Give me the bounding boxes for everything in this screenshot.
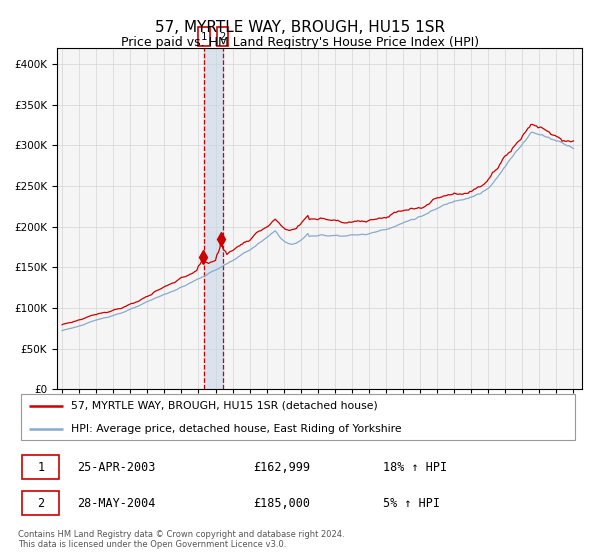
FancyBboxPatch shape [21, 394, 575, 440]
FancyBboxPatch shape [22, 492, 59, 515]
Text: 2: 2 [220, 32, 226, 42]
FancyBboxPatch shape [198, 27, 209, 46]
FancyBboxPatch shape [22, 455, 59, 479]
Text: 5% ↑ HPI: 5% ↑ HPI [383, 497, 440, 510]
Text: 1: 1 [37, 461, 44, 474]
Text: 2: 2 [37, 497, 44, 510]
Text: £185,000: £185,000 [254, 497, 311, 510]
Text: Price paid vs. HM Land Registry's House Price Index (HPI): Price paid vs. HM Land Registry's House … [121, 36, 479, 49]
Text: HPI: Average price, detached house, East Riding of Yorkshire: HPI: Average price, detached house, East… [71, 424, 402, 434]
Text: 18% ↑ HPI: 18% ↑ HPI [383, 461, 447, 474]
Text: Contains HM Land Registry data © Crown copyright and database right 2024.
This d: Contains HM Land Registry data © Crown c… [18, 530, 344, 549]
Text: 25-APR-2003: 25-APR-2003 [77, 461, 155, 474]
Text: 1: 1 [200, 32, 207, 42]
Text: 57, MYRTLE WAY, BROUGH, HU15 1SR: 57, MYRTLE WAY, BROUGH, HU15 1SR [155, 20, 445, 35]
Text: 57, MYRTLE WAY, BROUGH, HU15 1SR (detached house): 57, MYRTLE WAY, BROUGH, HU15 1SR (detach… [71, 400, 378, 410]
Text: £162,999: £162,999 [254, 461, 311, 474]
Bar [204, 48, 223, 389]
Text: 28-MAY-2004: 28-MAY-2004 [77, 497, 155, 510]
FancyBboxPatch shape [217, 27, 228, 46]
